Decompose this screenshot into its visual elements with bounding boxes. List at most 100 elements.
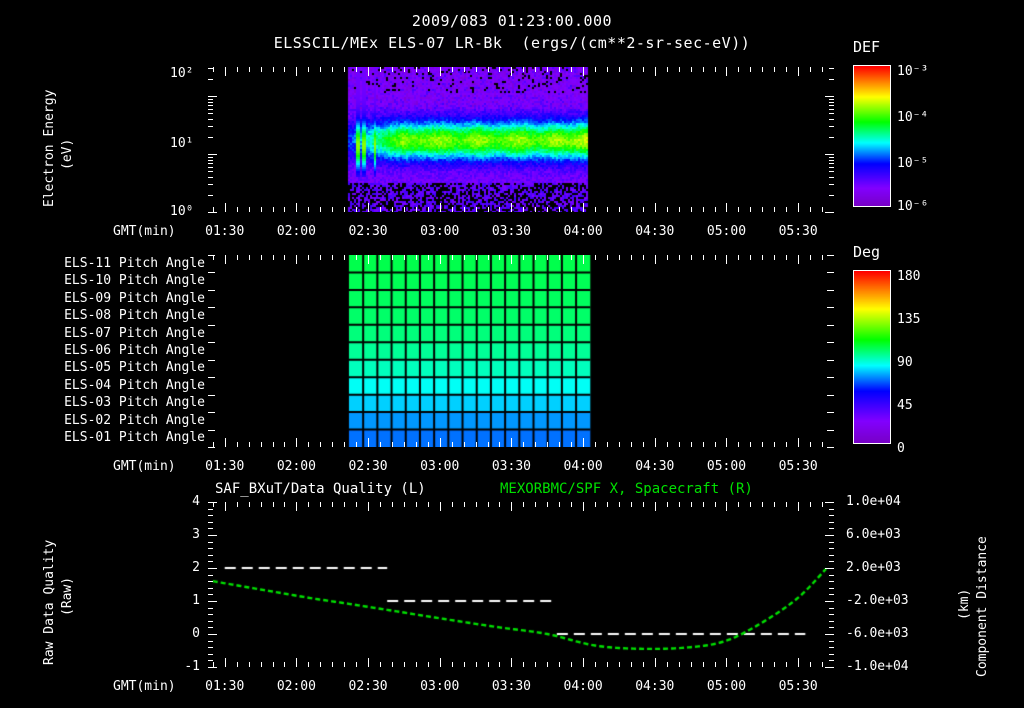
x-tick [476,662,477,667]
x-tick [667,442,668,447]
x-tick [679,255,680,260]
x-tick [798,658,799,667]
y-tick [208,126,213,127]
x-tick [499,442,500,447]
x-tick [428,662,429,667]
x-tick [249,67,250,72]
y-tick [208,171,213,172]
y-tick [208,109,213,110]
x-tick-label-01:30: 01:30 [205,224,245,239]
x-tick [631,662,632,667]
x-tick [643,255,644,260]
x-tick [750,502,751,507]
x-tick [464,207,465,212]
x-tick [786,662,787,667]
x-tick [296,67,297,76]
panel1-ylabel: Electron Energy (eV) [42,72,75,212]
x-tick [607,442,608,447]
y-tick [829,163,834,164]
x-tick [583,203,584,212]
x-tick [213,442,214,447]
x-tick [798,67,799,76]
x-tick [261,442,262,447]
x-tick [679,442,680,447]
x-tick [762,442,763,447]
x-tick [571,67,572,72]
x-tick [786,502,787,507]
panel1-ytick-2: 10⁰ [170,204,194,219]
x-tick [356,502,357,507]
x-tick [798,203,799,212]
x-tick [380,662,381,667]
x-tick [511,658,512,667]
panel1-ytick-1: 10¹ [170,136,194,151]
x-tick [499,662,500,667]
x-tick [655,203,656,212]
x-tick [261,207,262,212]
x-tick [679,67,680,72]
y-tick [829,79,834,80]
x-tick [595,255,596,260]
x-tick [595,442,596,447]
x-tick-label-02:00: 02:00 [276,224,316,239]
x-tick [452,442,453,447]
y-tick [829,509,834,510]
x-tick [237,442,238,447]
x-tick [464,662,465,667]
x-tick-label-03:30: 03:30 [491,224,531,239]
x-tick [428,67,429,72]
x-tick [440,203,441,212]
x-tick [738,207,739,212]
x-tick [523,442,524,447]
x-tick [523,662,524,667]
y-tick [825,568,834,569]
pitchangle-row-label-3: ELS-03 Pitch Angle [64,395,205,411]
colorbar-def-tick-0: 10⁻³ [897,64,929,79]
x-tick [332,662,333,667]
x-tick [715,255,716,260]
x-tick [213,67,214,72]
x-tick-label-02:30: 02:30 [348,459,388,474]
y-tick [827,272,834,273]
y-tick [829,195,834,196]
x-tick [607,502,608,507]
pitchangle-canvas [208,255,834,447]
y-tick [208,568,217,569]
x-tick [511,255,512,264]
x-tick [356,207,357,212]
x-tick [308,502,309,507]
y-tick [829,614,834,615]
x-tick [488,662,489,667]
x-tick [607,662,608,667]
y-tick [208,195,213,196]
x-tick [464,67,465,72]
x-tick [547,442,548,447]
x-tick [332,442,333,447]
x-tick [523,502,524,507]
x-tick [380,255,381,260]
x-tick [488,255,489,260]
x-tick [715,502,716,507]
x-tick [583,255,584,264]
x-tick [213,207,214,212]
x-tick [225,502,226,511]
colorbar-deg-tick-4: 0 [897,441,905,456]
x-tick [416,502,417,507]
x-tick [547,207,548,212]
x-tick [726,67,727,76]
x-tick [547,255,548,260]
x-tick [428,502,429,507]
x-tick [535,442,536,447]
x-tick [726,255,727,264]
y-tick [829,608,834,609]
x-tick [488,502,489,507]
y-tick [208,535,217,536]
x-tick [715,442,716,447]
y-tick [827,395,834,396]
y-tick [829,177,834,178]
x-tick [452,255,453,260]
y-tick [829,522,834,523]
x-tick [404,255,405,260]
pitchangle-row-label-6: ELS-06 Pitch Angle [64,343,205,358]
x-tick [320,502,321,507]
